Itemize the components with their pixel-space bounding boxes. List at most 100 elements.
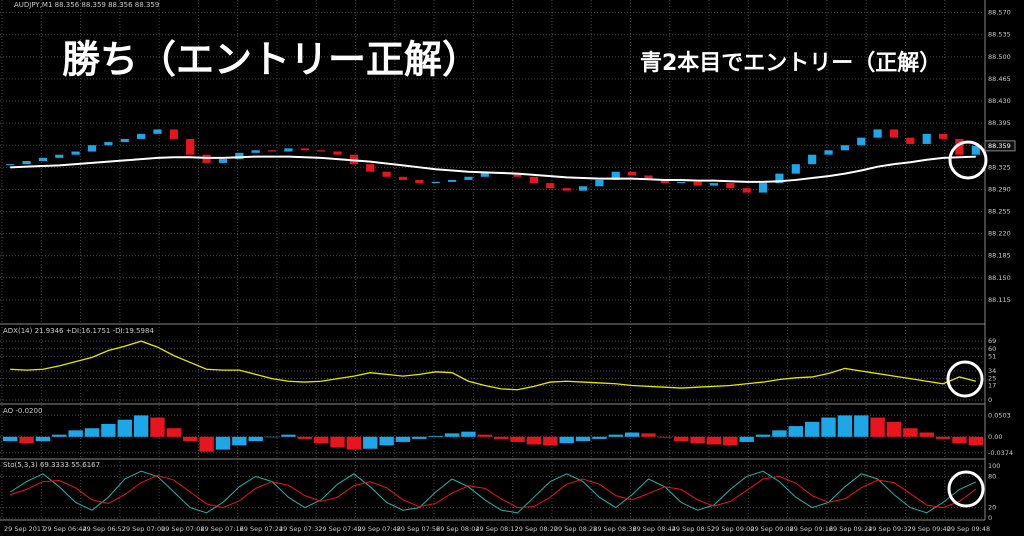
ao-bar [313, 436, 329, 444]
ao-bar [3, 436, 18, 442]
candle [938, 133, 948, 139]
current-price: 88.359 [988, 142, 1011, 150]
y-tick-label: 34 [988, 367, 996, 375]
candle [464, 176, 473, 180]
x-tick-label: 29 Sep 08:44 [632, 525, 675, 533]
ao-bar [608, 434, 623, 437]
y-tick-label: -0.0374 [988, 449, 1013, 457]
candle [529, 176, 539, 184]
candle [513, 172, 522, 177]
ao-bar [363, 436, 378, 449]
candle [775, 173, 784, 184]
candle [578, 186, 588, 191]
candle [87, 145, 97, 152]
candle [300, 148, 309, 151]
candle [857, 137, 866, 146]
candle [333, 151, 342, 155]
ao-bar [133, 415, 149, 437]
ao-bar [543, 436, 558, 446]
ao-bar [19, 436, 34, 444]
ao-bar [297, 436, 312, 439]
candle [873, 129, 882, 138]
price-box [984, 140, 1016, 152]
x-tick-label: 29 Sep 07:56 [397, 525, 440, 533]
x-tick-label: 29 Sep 07:00 [122, 525, 165, 533]
x-tick-label: 29 Sep 09:48 [947, 525, 990, 533]
x-tick-label: 29 Sep 07:40 [318, 525, 361, 533]
ao-bar [559, 436, 574, 444]
ao-bar [624, 432, 640, 437]
x-tick-label: 29 Sep 08:12 [475, 525, 518, 533]
x-tick-label: 29 Sep 09:40 [907, 525, 950, 533]
ao-bar [886, 421, 902, 437]
header: AUDJPY,M1 88.356 88.359 88.356 88.359 [14, 1, 159, 9]
candle [251, 150, 260, 153]
y-tick-label: 88.535 [988, 31, 1011, 39]
candle [104, 142, 113, 146]
y-tick-label: 88.570 [988, 9, 1011, 17]
ao-bar [526, 436, 542, 445]
y-tick-label: 88.150 [988, 274, 1011, 282]
candle [71, 151, 80, 155]
candle [611, 171, 620, 180]
ao-bar [804, 421, 820, 437]
title: 勝ち（エントリー正解） [62, 38, 480, 82]
candle [22, 161, 31, 165]
indicator-line [10, 474, 977, 509]
ao-bar [183, 436, 198, 442]
ao-bar [592, 436, 607, 439]
candle [824, 150, 833, 155]
candle [955, 138, 964, 155]
candle [906, 137, 915, 144]
x-tick-label: 29 Sep 07:16 [200, 525, 243, 533]
y-tick-label: 60 [988, 345, 996, 353]
ao-bar [150, 417, 165, 437]
y-tick-label: 88.290 [988, 185, 1011, 193]
ao-bar [84, 428, 100, 437]
x-tick-label: 29 Sep 09:16 [790, 525, 833, 533]
candle [742, 188, 751, 193]
candle [153, 129, 162, 134]
x-tick-label: 29 Sep 09:24 [829, 525, 872, 533]
ao-bar [52, 434, 67, 437]
candle [660, 179, 669, 184]
ao-bar [346, 436, 362, 450]
candle [693, 181, 702, 186]
y-tick-label: 17 [988, 381, 996, 389]
y-tick-label: 88.395 [988, 119, 1011, 127]
candle [808, 154, 817, 165]
ao-bar [477, 434, 492, 437]
y-tick-label: 88.220 [988, 230, 1011, 238]
ao-bar [330, 436, 345, 448]
ao-bar [35, 436, 51, 442]
candle [366, 164, 375, 172]
ao-bar [117, 419, 132, 437]
ao-bar [166, 428, 182, 437]
ao-bar [510, 436, 525, 442]
ao-bar [395, 436, 411, 442]
grid [0, 0, 985, 520]
y-tick-label: 88.500 [988, 53, 1011, 61]
candle [317, 150, 326, 152]
candle [218, 159, 228, 163]
ao-bar [657, 436, 673, 438]
ao-bar [248, 436, 263, 442]
y-tick-label: 88.465 [988, 75, 1011, 83]
candle [137, 133, 146, 139]
ao-bar [232, 436, 247, 446]
candle [726, 183, 735, 189]
ao-bar [723, 436, 738, 446]
candle [644, 175, 653, 180]
candle [431, 181, 440, 184]
candle [922, 133, 931, 144]
candle [595, 179, 604, 187]
subtitle: 青2本目でエントリー（正解） [640, 50, 941, 76]
ao-bar [952, 436, 967, 444]
ao-bar [281, 434, 296, 437]
ao-bar [903, 428, 918, 437]
ao-bar [412, 436, 427, 439]
candle [398, 176, 408, 180]
x-tick-label: 29 Sep 07:48 [358, 525, 401, 533]
